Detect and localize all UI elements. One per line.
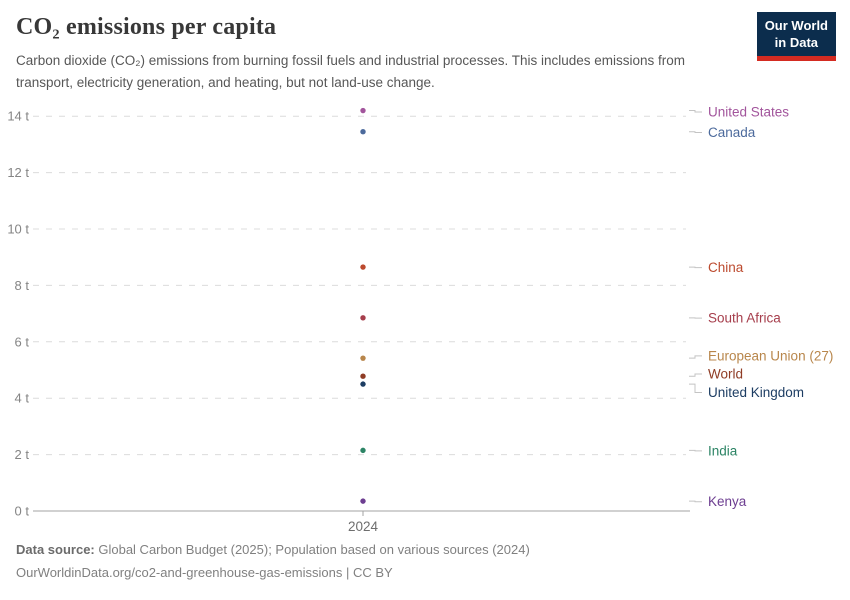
chart-footer: Data source: Global Carbon Budget (2025)…: [16, 539, 530, 585]
y-tick-label: 0 t: [15, 504, 30, 519]
data-point-european-union-27[interactable]: [360, 355, 366, 361]
chart-header: CO₂ emissions per capita Carbon dioxide …: [16, 14, 756, 93]
y-tick-label: 14 t: [7, 109, 29, 124]
series-label-united-kingdom[interactable]: United Kingdom: [708, 385, 804, 400]
series-label-world[interactable]: World: [708, 366, 743, 381]
x-tick-label: 2024: [348, 519, 379, 534]
y-tick-label: 4 t: [15, 391, 30, 406]
series-label-canada[interactable]: Canada: [708, 125, 756, 140]
separator: |: [342, 564, 353, 580]
y-tick-label: 6 t: [15, 334, 30, 349]
data-point-canada[interactable]: [360, 129, 366, 135]
data-point-south-africa[interactable]: [360, 315, 366, 321]
owid-logo-line1: Our World: [764, 18, 828, 33]
y-tick-label: 2 t: [15, 447, 30, 462]
y-tick-label: 8 t: [15, 278, 30, 293]
label-connector: [689, 355, 702, 359]
chart-subtitle: Carbon dioxide (CO₂) emissions from burn…: [16, 53, 686, 90]
label-connector: [689, 110, 702, 113]
data-point-india[interactable]: [360, 447, 366, 454]
page-title: CO₂ emissions per capita: [16, 14, 277, 40]
data-point-united-states[interactable]: [360, 107, 366, 114]
series-label-india[interactable]: India: [708, 443, 738, 458]
series-label-south-africa[interactable]: South Africa: [708, 311, 781, 326]
data-point-united-kingdom[interactable]: [360, 381, 366, 387]
series-label-china[interactable]: China: [708, 260, 744, 275]
label-connector: [689, 373, 702, 377]
label-connector: [689, 131, 702, 134]
label-connector: [689, 383, 702, 394]
data-source-text[interactable]: Global Carbon Budget (2025); Population …: [94, 542, 530, 557]
series-label-european-union-27[interactable]: European Union (27): [708, 348, 833, 363]
data-point-china[interactable]: [360, 264, 366, 270]
owid-url-link[interactable]: OurWorldinData.org/co2-and-greenhouse-ga…: [16, 564, 343, 580]
data-source-label: Data source:: [16, 542, 95, 557]
owid-logo-line2: in Data: [774, 34, 819, 50]
license-line: OurWorldinData.org/co2-and-greenhouse-ga…: [16, 562, 530, 585]
label-connector: [689, 266, 702, 269]
series-label-kenya[interactable]: Kenya: [708, 494, 747, 509]
data-source-line: Data source: Global Carbon Budget (2025)…: [16, 539, 530, 562]
data-point-world[interactable]: [360, 373, 366, 379]
owid-logo[interactable]: Our World in Data: [756, 12, 836, 61]
y-tick-label: 10 t: [7, 222, 29, 237]
label-connector: [689, 449, 702, 452]
label-connector: [689, 500, 702, 503]
series-label-united-states[interactable]: United States: [708, 104, 789, 119]
license-link[interactable]: CC BY: [352, 564, 393, 580]
y-tick-label: 12 t: [7, 165, 29, 180]
data-point-kenya[interactable]: [360, 498, 366, 504]
